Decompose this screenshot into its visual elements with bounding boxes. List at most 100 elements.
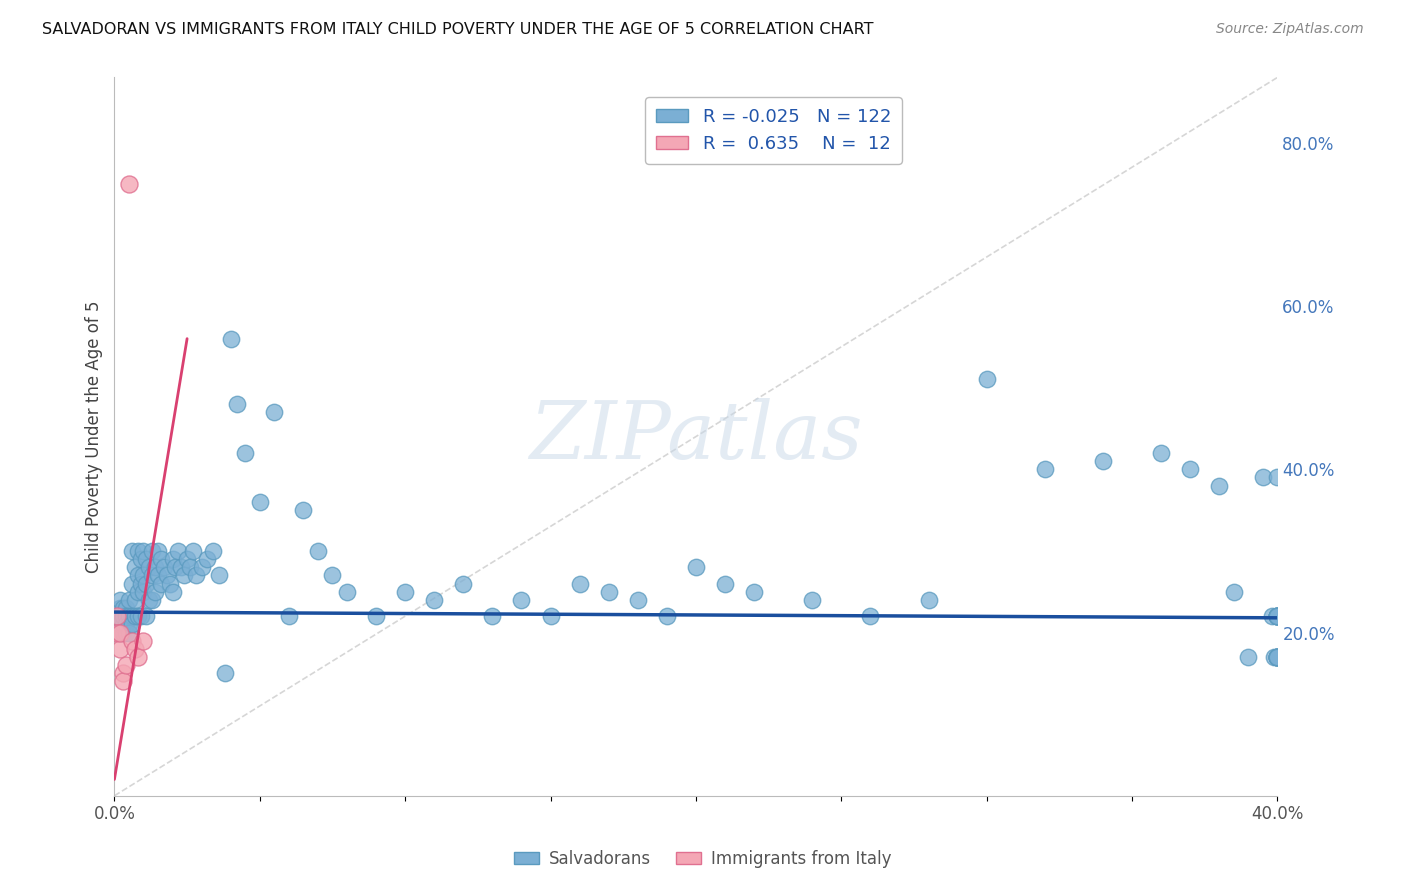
Point [141,568,163,582]
Point [110,641,132,656]
Point [118,617,141,632]
Point [263,405,285,419]
Point [1263,650,1285,665]
Point [1208,478,1230,492]
Point [135,609,157,624]
Text: Source: ZipAtlas.com: Source: ZipAtlas.com [1216,22,1364,37]
Point [115,609,138,624]
Point [110,625,132,640]
Point [153,560,176,574]
Point [423,592,446,607]
Point [127,584,149,599]
Point [135,552,157,566]
Point [1267,650,1289,665]
Text: ZIPatlas: ZIPatlas [529,398,863,475]
Point [1267,470,1289,484]
Legend: R = -0.025   N = 122, R =  0.635    N =  12: R = -0.025 N = 122, R = 0.635 N = 12 [645,97,903,164]
Point [233,446,256,460]
Point [685,560,707,574]
Point [105,609,128,624]
Point [1267,650,1289,665]
Point [627,592,650,607]
Point [124,560,146,574]
Point [1267,650,1289,665]
Point [292,503,315,517]
Point [510,592,533,607]
Point [176,552,198,566]
Point [1267,609,1289,624]
Point [202,544,225,558]
Point [112,666,135,681]
Point [115,658,138,673]
Point [110,609,132,624]
Point [742,584,765,599]
Point [129,552,152,566]
Point [598,584,620,599]
Point [112,601,135,615]
Text: SALVADORAN VS IMMIGRANTS FROM ITALY CHILD POVERTY UNDER THE AGE OF 5 CORRELATION: SALVADORAN VS IMMIGRANTS FROM ITALY CHIL… [42,22,873,37]
Point [208,568,231,582]
Point [1267,650,1289,665]
Point [1267,650,1289,665]
Point [127,650,149,665]
Point [159,576,181,591]
Point [1267,609,1289,624]
Point [179,560,201,574]
Legend: Salvadorans, Immigrants from Italy: Salvadorans, Immigrants from Italy [508,844,898,875]
Point [1267,609,1289,624]
Point [1223,584,1246,599]
Point [110,592,132,607]
Point [132,633,155,648]
Point [655,609,678,624]
Point [1267,609,1289,624]
Point [1251,470,1274,484]
Point [1260,609,1282,624]
Point [112,609,135,624]
Point [190,560,212,574]
Point [859,609,882,624]
Point [124,641,146,656]
Point [1033,462,1056,476]
Point [112,609,135,624]
Point [115,625,138,640]
Point [129,609,152,624]
Point [105,625,128,640]
Point [105,609,128,624]
Point [1237,650,1260,665]
Point [127,568,149,582]
Point [197,552,219,566]
Point [1267,650,1289,665]
Point [124,609,146,624]
Point [132,584,155,599]
Point [138,592,160,607]
Point [110,601,132,615]
Point [976,372,998,386]
Point [129,576,152,591]
Point [146,544,169,558]
Point [568,576,591,591]
Point [141,592,163,607]
Point [146,568,169,582]
Point [181,544,204,558]
Point [214,666,236,681]
Point [135,576,157,591]
Point [219,332,242,346]
Point [364,609,387,624]
Point [124,592,146,607]
Point [110,617,132,632]
Point [225,397,247,411]
Point [1267,609,1289,624]
Point [121,576,143,591]
Point [481,609,503,624]
Point [1267,609,1289,624]
Point [162,584,184,599]
Point [801,592,824,607]
Point [118,592,141,607]
Point [115,617,138,632]
Point [143,584,166,599]
Point [165,560,187,574]
Point [115,601,138,615]
Point [112,625,135,640]
Point [170,560,193,574]
Point [1150,446,1173,460]
